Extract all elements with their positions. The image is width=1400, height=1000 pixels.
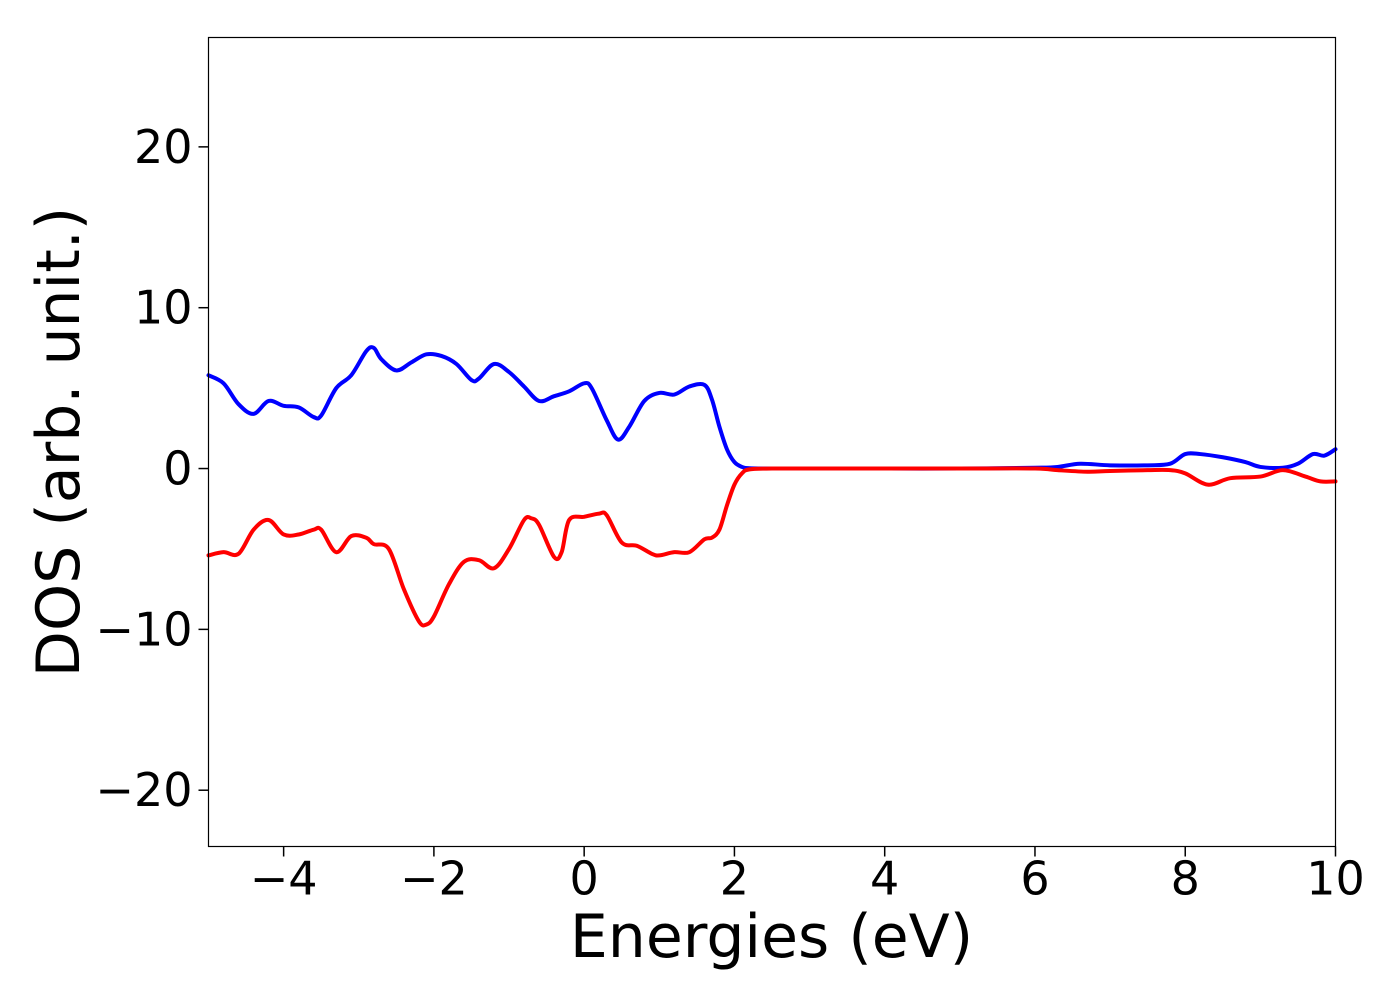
x-tick-label: 4: [870, 852, 899, 906]
x-tick-label: 8: [1171, 852, 1200, 906]
y-tick-label: 20: [134, 120, 193, 174]
x-tick-label: 10: [1306, 852, 1365, 906]
y-tick-label: 10: [134, 281, 193, 335]
x-tick-label: −2: [400, 852, 468, 906]
plot-frame: [207, 36, 1337, 848]
y-axis-label: DOS (arb. unit.): [24, 207, 94, 677]
y-tick-label: 0: [163, 442, 192, 496]
x-tick-label: −4: [250, 852, 318, 906]
series-line-1: [206, 345, 1338, 471]
y-tick-label: −20: [95, 763, 192, 817]
series-line-2: [206, 466, 1338, 628]
x-tick-label: 6: [1020, 852, 1049, 906]
x-tick-label: 2: [720, 852, 749, 906]
x-axis: −4 −2 0 2 4 6 8 10: [250, 846, 1365, 906]
y-axis: −20 −10 0 10 20: [95, 120, 209, 817]
x-axis-label: Energies (eV): [570, 902, 973, 972]
series-lines: [206, 345, 1338, 628]
x-tick-label: 0: [570, 852, 599, 906]
y-tick-label: −10: [95, 602, 192, 656]
